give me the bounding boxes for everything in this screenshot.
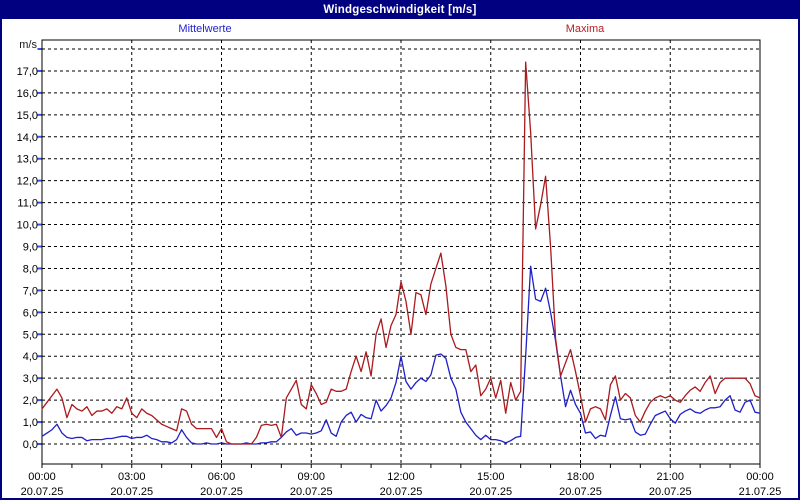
y-tick-label: 11,0 (17, 198, 38, 210)
x-tick-date-label: 20.07.25 (469, 486, 512, 498)
x-tick-time-label: 15:00 (477, 471, 505, 483)
x-tick-time-label: 00:00 (28, 471, 56, 483)
x-tick-date-label: 20.07.25 (649, 486, 692, 498)
x-tick-date-label: 20.07.25 (559, 486, 602, 498)
x-tick-date-label: 21.07.25 (739, 486, 782, 498)
y-tick-label: 8,0 (23, 263, 38, 275)
x-tick-time-label: 09:00 (297, 471, 325, 483)
window-title: Windgeschwindigkeit [m/s] (323, 4, 477, 16)
x-tick-time-label: 18:00 (567, 471, 595, 483)
legend-label-mittelwerte: Mittelwerte (178, 23, 232, 35)
x-tick-date-label: 20.07.25 (21, 486, 64, 498)
series-line-mittelwerte (41, 265, 761, 445)
y-tick-label: 1,0 (23, 417, 38, 429)
y-tick-label: 10,0 (17, 220, 38, 232)
x-tick-time-label: 03:00 (118, 471, 146, 483)
y-tick-label: 14,0 (17, 132, 38, 144)
x-tick-time-label: 12:00 (387, 471, 415, 483)
y-axis-unit-label: m/s (19, 39, 37, 51)
y-tick-label: 17,0 (17, 66, 38, 78)
y-tick-label: 5,0 (23, 329, 38, 341)
plot-frame (41, 39, 761, 465)
x-tick-time-label: 06:00 (208, 471, 236, 483)
y-tick-label: 16,0 (17, 88, 38, 100)
y-tick-label: 9,0 (23, 242, 38, 254)
x-tick-time-label: 00:00 (746, 471, 774, 483)
y-tick-label: 4,0 (23, 351, 38, 363)
x-tick-date-label: 20.07.25 (110, 486, 153, 498)
y-tick-label: 12,0 (17, 176, 38, 188)
title-bar: Windgeschwindigkeit [m/s] (2, 2, 798, 19)
series-line-maxima (41, 61, 761, 445)
y-tick-label: 2,0 (23, 395, 38, 407)
y-tick-label: 13,0 (17, 154, 38, 166)
y-tick-label: 15,0 (17, 110, 38, 122)
legend-label-maxima: Maxima (565, 23, 605, 35)
x-tick-date-label: 20.07.25 (380, 486, 423, 498)
x-tick-date-label: 20.07.25 (200, 486, 243, 498)
y-tick-label: 7,0 (23, 285, 38, 297)
x-tick-date-label: 20.07.25 (290, 486, 333, 498)
y-tick-label: 0,0 (23, 439, 38, 451)
y-tick-label: 6,0 (23, 307, 38, 319)
y-tick-label: 3,0 (23, 373, 38, 385)
x-tick-time-label: 21:00 (656, 471, 684, 483)
